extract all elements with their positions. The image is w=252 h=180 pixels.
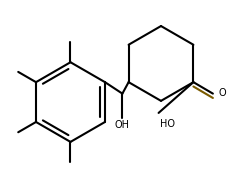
Text: O: O — [219, 88, 227, 98]
Text: OH: OH — [115, 120, 130, 130]
Text: HO: HO — [160, 119, 175, 129]
